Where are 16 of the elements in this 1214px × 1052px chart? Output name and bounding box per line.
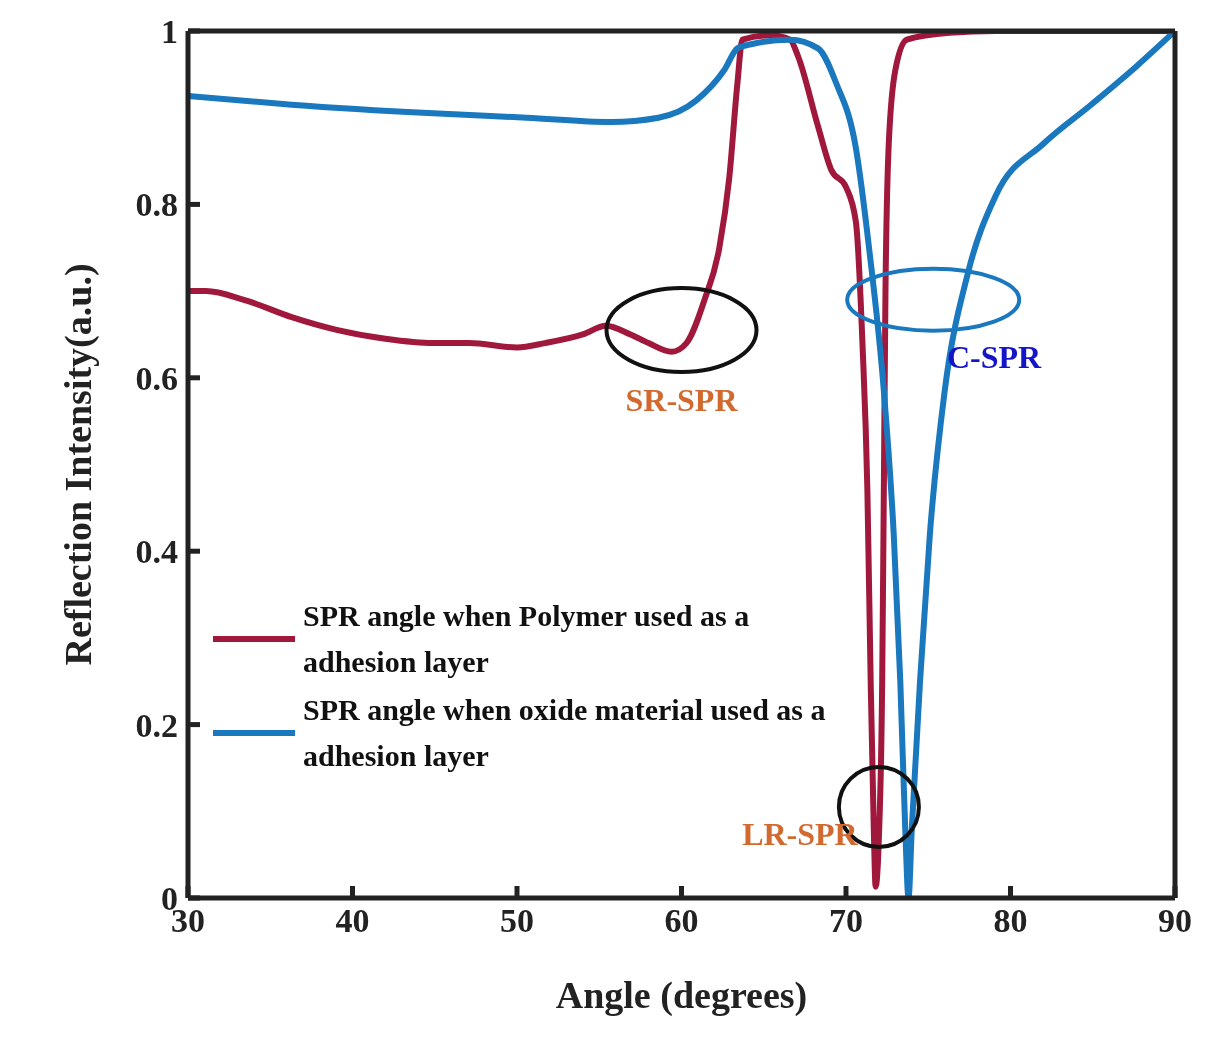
x-tick-label: 50: [500, 902, 534, 940]
y-axis-title: Reflection Intensity(a.u.): [57, 263, 101, 666]
y-tick-label: 0.6: [135, 359, 178, 397]
x-tick-label: 90: [1158, 902, 1192, 940]
legend-label: SPR angle when oxide material used as a adhesion layer: [303, 692, 827, 774]
x-tick-label: 60: [664, 902, 699, 940]
x-axis-title: Angle (degrees): [555, 974, 808, 1017]
y-tick-label: 0.4: [135, 533, 178, 571]
x-tick-label: 80: [993, 902, 1028, 940]
y-tick-label: 1: [161, 13, 178, 51]
legend-label: SPR angle when Polymer used as a adhesion layer: [303, 598, 751, 680]
y-tick-label: 0.2: [135, 706, 178, 744]
annotation: SR-SPR: [625, 382, 739, 419]
x-tick-label: 40: [335, 902, 370, 940]
x-tick-label: 70: [829, 902, 863, 940]
y-tick-label: 0.8: [135, 186, 178, 224]
